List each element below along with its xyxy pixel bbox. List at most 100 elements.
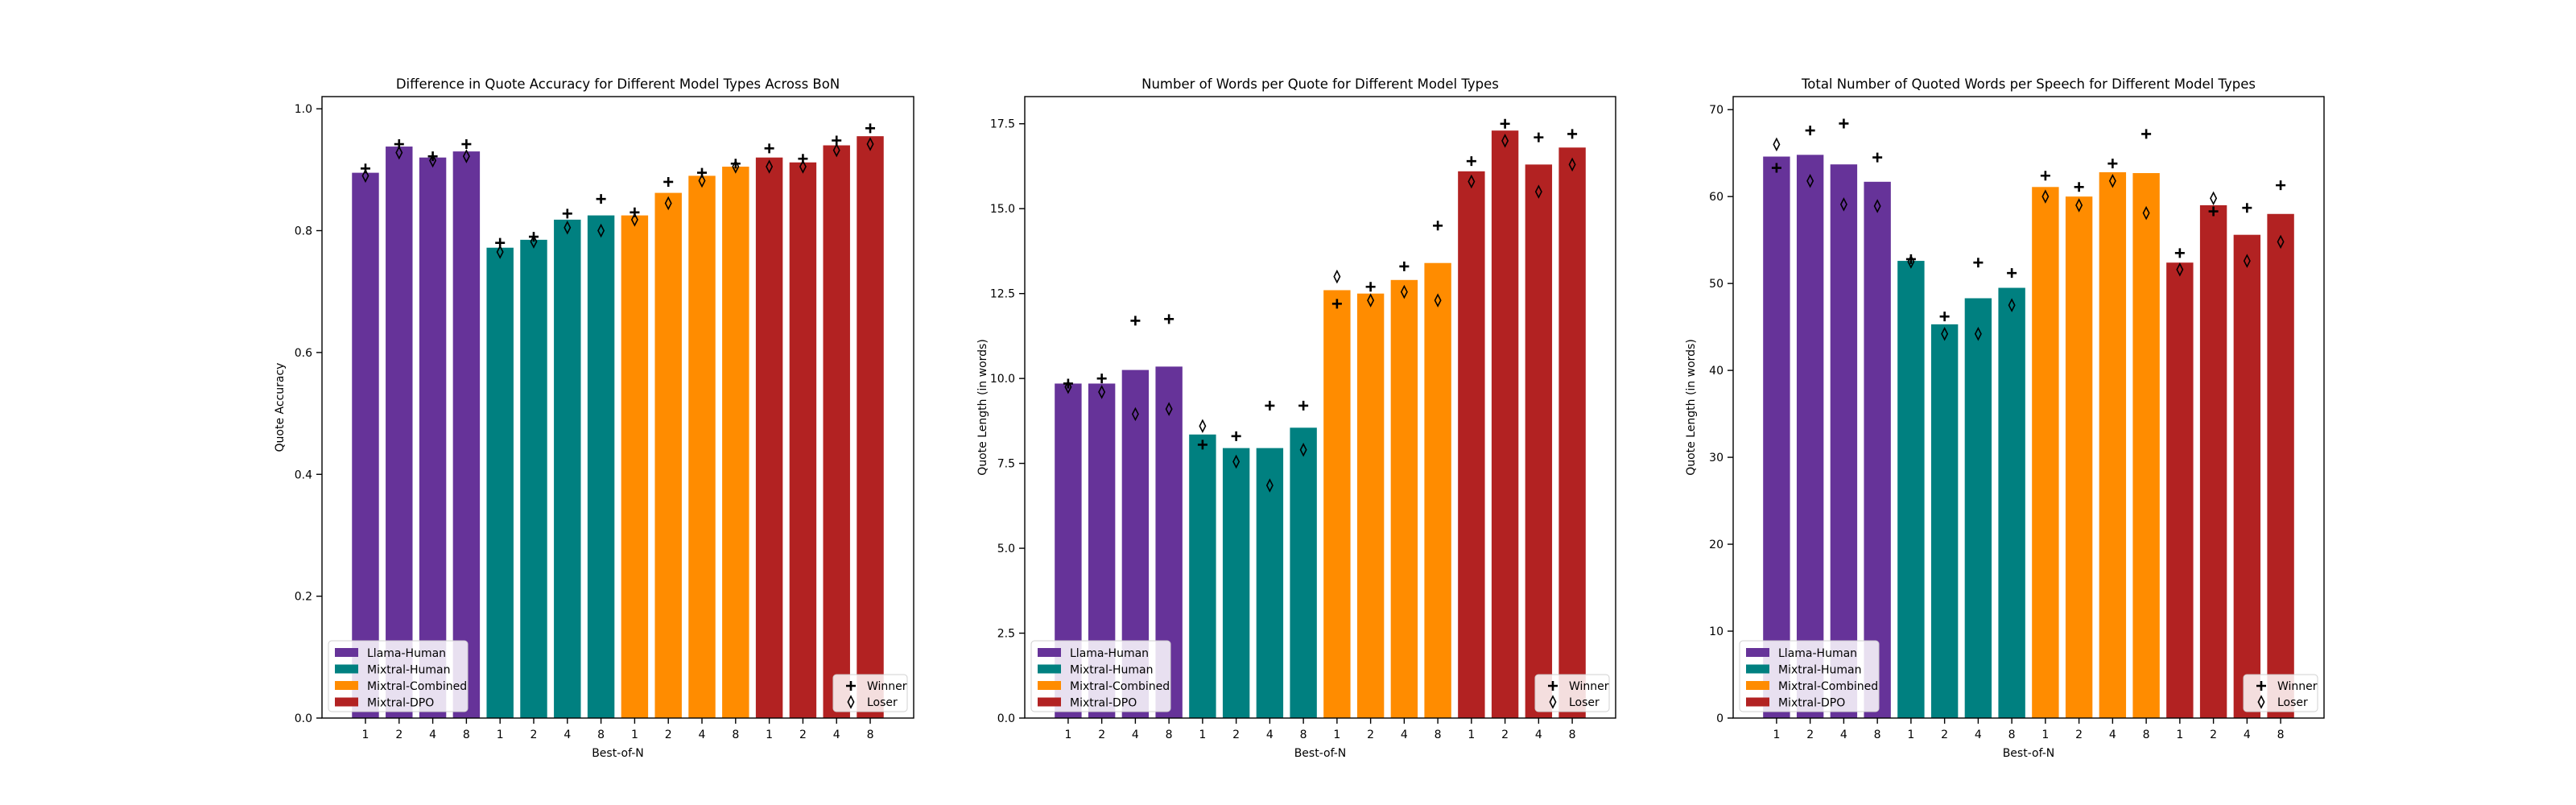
- bar: [1964, 298, 1992, 718]
- loser-marker: [2008, 298, 2016, 312]
- x-tick-label: 4: [1266, 729, 1274, 741]
- legend-swatch: [1038, 664, 1061, 674]
- loser-marker: [1974, 327, 1982, 341]
- loser-marker: [1232, 454, 1241, 469]
- winner-marker: [1164, 314, 1174, 324]
- legend-label: Loser: [867, 696, 898, 709]
- bar: [1222, 448, 1250, 718]
- bar: [1290, 427, 1317, 718]
- legend-label: Loser: [1569, 696, 1600, 709]
- x-tick-label: 2: [1098, 729, 1105, 741]
- x-tick-label: 2: [1367, 729, 1374, 741]
- bar: [520, 239, 547, 718]
- winner-marker: [596, 194, 606, 204]
- bar: [1864, 181, 1891, 718]
- legend-loser-marker: [2257, 695, 2265, 709]
- chart-title: Difference in Quote Accuracy for Differe…: [396, 76, 840, 92]
- y-tick-label: 0.2: [295, 591, 312, 604]
- winner-marker: [1096, 374, 1107, 384]
- x-tick-label: 2: [395, 729, 402, 741]
- bar: [1796, 155, 1824, 719]
- y-tick-label: 0.6: [295, 347, 312, 360]
- legend-swatch: [1038, 681, 1061, 690]
- marker-legend: Winner Loser: [2243, 674, 2318, 712]
- x-tick-label: 2: [2075, 729, 2083, 741]
- chart-title: Number of Words per Quote for Different …: [1141, 76, 1499, 92]
- loser-marker: [530, 234, 538, 249]
- x-tick-label: 4: [429, 729, 436, 741]
- legend-box: [328, 640, 469, 712]
- x-tick-label: 8: [1874, 729, 1881, 741]
- legend-label: Mixtral-Human: [367, 664, 451, 677]
- bar: [1558, 147, 1586, 718]
- loser-marker: [799, 159, 807, 174]
- y-axis-label: Quote Length (in words): [1685, 339, 1698, 476]
- y-axis-label: Quote Length (in words): [976, 339, 989, 476]
- x-axis-label: Best-of-N: [1294, 747, 1347, 760]
- winner-marker: [1197, 440, 1208, 450]
- loser-marker: [1501, 134, 1509, 148]
- x-tick-label: 2: [1941, 729, 1948, 741]
- bar: [2233, 234, 2261, 718]
- x-tick-label: 4: [1975, 729, 1982, 741]
- winner-marker: [2040, 171, 2050, 181]
- legend-label: Llama-Human: [367, 647, 446, 660]
- x-tick-label: 8: [2277, 729, 2285, 741]
- winner-marker: [1939, 312, 1950, 322]
- winner-marker: [1399, 261, 1410, 271]
- y-axis-label: Quote Accuracy: [274, 363, 287, 452]
- legend-swatch: [335, 648, 358, 657]
- loser-marker: [2108, 173, 2116, 188]
- loser-marker: [361, 168, 369, 184]
- y-tick-label: 0.8: [295, 225, 312, 238]
- loser-marker: [1333, 269, 1341, 284]
- bar: [1390, 279, 1418, 718]
- x-tick-label: 1: [1333, 729, 1340, 741]
- x-tick-label: 2: [799, 729, 807, 741]
- x-tick-label: 8: [1166, 729, 1173, 741]
- x-tick-label: 8: [732, 729, 739, 741]
- winner-marker: [1231, 431, 1241, 441]
- winner-marker: [1433, 221, 1443, 231]
- loser-marker: [2142, 205, 2150, 221]
- group-legend: Llama-Human Mixtral-Human Mixtral-Combined…: [1030, 640, 1171, 712]
- bar: [621, 215, 649, 718]
- y-tick-label: 0: [1716, 712, 1724, 725]
- winner-marker: [630, 207, 640, 217]
- x-tick-label: 8: [867, 729, 874, 741]
- bar: [789, 162, 817, 718]
- bar: [419, 157, 447, 718]
- bar: [1189, 434, 1216, 718]
- legend-loser-marker: [847, 695, 855, 709]
- y-tick-label: 30: [1709, 452, 1724, 464]
- loser-marker: [1534, 184, 1542, 199]
- legend-swatch: [1038, 648, 1061, 657]
- x-tick-label: 2: [2210, 729, 2217, 741]
- loser-marker: [2210, 191, 2218, 206]
- winner-marker: [1805, 126, 1815, 136]
- loser-marker: [1265, 478, 1274, 493]
- winner-marker: [2174, 248, 2185, 258]
- loser-marker: [1773, 137, 1781, 152]
- winner-marker: [360, 163, 370, 174]
- x-tick-label: 1: [1199, 729, 1206, 741]
- x-tick-label: 1: [2041, 729, 2049, 741]
- bar: [1998, 287, 2025, 718]
- loser-marker: [2041, 189, 2050, 204]
- legend-loser-marker: [1549, 695, 1557, 709]
- loser-marker: [1299, 442, 1307, 457]
- bar: [2199, 204, 2227, 719]
- bar: [452, 151, 481, 718]
- winner-marker: [1839, 118, 1849, 129]
- loser-marker: [1165, 402, 1173, 416]
- bar: [1424, 262, 1451, 718]
- x-tick-label: 1: [497, 729, 504, 741]
- chart-title: Total Number of Quoted Words per Speech …: [1801, 76, 2256, 92]
- y-tick-label: 5.0: [997, 543, 1015, 555]
- winner-marker: [865, 123, 876, 134]
- bar: [2032, 187, 2059, 719]
- winner-marker: [562, 208, 572, 219]
- y-tick-label: 0.0: [295, 712, 312, 725]
- loser-marker: [2075, 198, 2083, 213]
- legend-label: Llama-Human: [1070, 647, 1149, 660]
